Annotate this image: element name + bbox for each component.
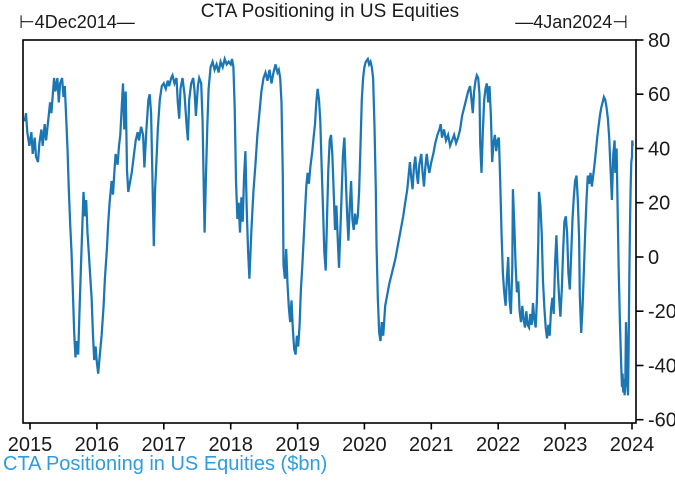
svg-text:60: 60 xyxy=(648,84,670,106)
svg-text:-60: -60 xyxy=(648,410,675,432)
svg-text:2021: 2021 xyxy=(409,434,454,456)
svg-text:2015: 2015 xyxy=(8,434,53,456)
chart-title: CTA Positioning in US Equities xyxy=(200,1,460,22)
svg-text:2019: 2019 xyxy=(275,434,320,456)
svg-text:2023: 2023 xyxy=(543,434,588,456)
footer-source-label: CTA Positioning in US Equities ($bn) xyxy=(3,453,328,475)
svg-text:80: 80 xyxy=(648,30,670,52)
data-end-range-label: —4Jan2024⊣ xyxy=(515,12,628,32)
data-line xyxy=(23,55,634,396)
svg-text:2022: 2022 xyxy=(476,434,521,456)
svg-text:2017: 2017 xyxy=(142,434,187,456)
svg-text:-20: -20 xyxy=(648,301,675,323)
svg-text:0: 0 xyxy=(648,247,659,269)
svg-text:2018: 2018 xyxy=(208,434,253,456)
x-axis-ticks xyxy=(29,423,633,430)
svg-text:2016: 2016 xyxy=(75,434,120,456)
svg-text:2024: 2024 xyxy=(610,434,655,456)
svg-text:20: 20 xyxy=(648,193,670,215)
y-axis-ticks xyxy=(636,39,644,421)
data-start-range-label: ⊢4Dec2014— xyxy=(19,12,135,32)
plot-frame xyxy=(22,39,637,424)
svg-text:-40: -40 xyxy=(648,356,675,378)
svg-text:2020: 2020 xyxy=(342,434,387,456)
y-axis-tick-labels: 80 60 40 20 0 -20 -40 -60 xyxy=(648,30,675,432)
x-axis-tick-labels: 2015 2016 2017 2018 2019 2020 2021 2022 2023 2024 xyxy=(8,434,655,456)
svg-text:40: 40 xyxy=(648,139,670,161)
